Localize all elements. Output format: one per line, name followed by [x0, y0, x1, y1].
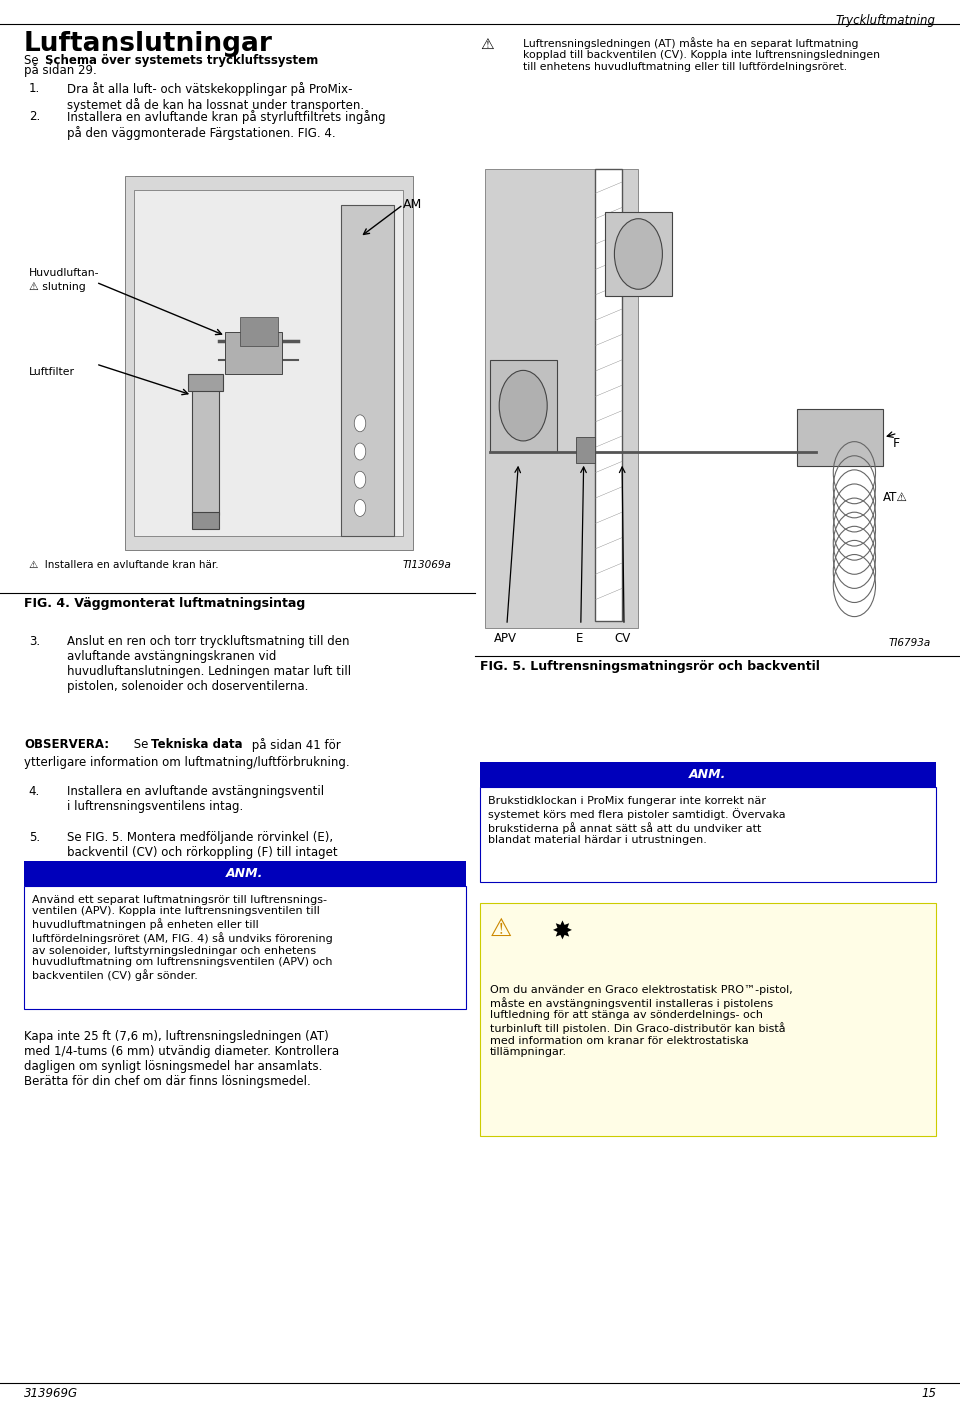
Text: Luftanslutningar: Luftanslutningar — [24, 31, 273, 56]
Bar — [134, 190, 403, 536]
Text: Tekniska data: Tekniska data — [151, 738, 242, 751]
Bar — [24, 151, 470, 586]
Text: ⚠: ⚠ — [480, 37, 493, 52]
Text: ANM.: ANM. — [689, 768, 727, 782]
Text: TI13069a: TI13069a — [402, 560, 451, 570]
Text: CV: CV — [614, 632, 631, 645]
Text: ⚠: ⚠ — [490, 917, 512, 941]
Text: Installera en avluftande kran på styrluftfiltrets ingång
på den väggmonterade Fä: Installera en avluftande kran på styrluf… — [67, 110, 386, 140]
Text: 313969G: 313969G — [24, 1387, 78, 1400]
Text: Se FIG. 5. Montera medföljande rörvinkel (E),
backventil (CV) och rörkoppling (F: Se FIG. 5. Montera medföljande rörvinkel… — [67, 831, 390, 937]
Bar — [490, 360, 557, 452]
Text: APV: APV — [494, 632, 517, 645]
Bar — [192, 388, 219, 515]
Text: Installera en avluftande avstängningsventil
i luftrensningsventilens intag.: Installera en avluftande avstängningsven… — [67, 785, 324, 813]
Bar — [480, 903, 936, 1136]
Text: Brukstidklockan i ProMix fungerar inte korrekt när
systemet körs med flera pisto: Brukstidklockan i ProMix fungerar inte k… — [488, 796, 785, 845]
Bar — [605, 212, 672, 296]
Circle shape — [499, 370, 547, 440]
Bar — [24, 886, 466, 1009]
Text: 3.: 3. — [29, 635, 40, 648]
Bar — [576, 437, 595, 463]
Text: Luftrensningsledningen (AT) måste ha en separat luftmatning
kopplad till backven: Luftrensningsledningen (AT) måste ha en … — [523, 37, 880, 72]
Text: Schema över systemets tryckluftssystem: Schema över systemets tryckluftssystem — [45, 54, 319, 66]
Text: ytterligare information om luftmatning/luftförbrukning.: ytterligare information om luftmatning/l… — [24, 756, 349, 769]
Bar — [595, 169, 622, 621]
Text: på sidan 29.: på sidan 29. — [24, 63, 97, 78]
Text: Huvudluftan-: Huvudluftan- — [29, 268, 99, 278]
Text: F: F — [893, 437, 900, 450]
Text: Använd ett separat luftmatningsrör till luftrensnings-
ventilen (APV). Koppla in: Använd ett separat luftmatningsrör till … — [32, 895, 332, 981]
Circle shape — [354, 471, 366, 488]
Text: Tryckluftmatning: Tryckluftmatning — [836, 14, 936, 27]
Text: ANM.: ANM. — [227, 866, 263, 880]
Text: 4.: 4. — [29, 785, 40, 797]
Circle shape — [354, 499, 366, 516]
Text: 2.: 2. — [29, 110, 40, 123]
Text: Kapa inte 25 ft (7,6 m), luftrensningsledningen (AT)
med 1/4-tums (6 mm) utvändi: Kapa inte 25 ft (7,6 m), luftrensningsle… — [24, 1030, 339, 1088]
Circle shape — [354, 415, 366, 432]
Text: ⚠ slutning: ⚠ slutning — [29, 282, 85, 292]
Bar — [188, 374, 223, 391]
Text: E: E — [576, 632, 584, 645]
Text: Dra åt alla luft- och vätskekopplingar på ProMix-
systemet då de kan ha lossnat : Dra åt alla luft- och vätskekopplingar p… — [67, 82, 365, 111]
Bar — [480, 151, 936, 649]
Text: TI6793a: TI6793a — [889, 638, 931, 648]
Text: Luftfilter: Luftfilter — [29, 367, 75, 377]
Bar — [24, 861, 466, 886]
Bar — [480, 787, 936, 882]
Bar — [797, 409, 883, 466]
Bar — [480, 762, 936, 787]
Bar — [485, 169, 638, 628]
Bar — [192, 512, 219, 529]
Text: ✸: ✸ — [552, 920, 573, 944]
Text: FIG. 5. Luftrensningsmatningsrör och backventil: FIG. 5. Luftrensningsmatningsrör och bac… — [480, 660, 820, 673]
Text: Om du använder en Graco elektrostatisk PRO™-pistol,
måste en avstängningsventil : Om du använder en Graco elektrostatisk P… — [490, 985, 792, 1057]
Text: 5.: 5. — [29, 831, 40, 844]
Bar — [225, 332, 282, 374]
Text: Se: Se — [130, 738, 152, 751]
Text: AM: AM — [403, 198, 422, 210]
Bar — [240, 317, 278, 346]
Text: FIG. 4. Väggmonterat luftmatningsintag: FIG. 4. Väggmonterat luftmatningsintag — [24, 597, 305, 610]
Text: Se: Se — [24, 54, 42, 66]
Bar — [125, 176, 413, 550]
Text: på sidan 41 för: på sidan 41 för — [248, 738, 341, 752]
Circle shape — [354, 443, 366, 460]
Bar — [341, 205, 394, 536]
Text: OBSERVERA:: OBSERVERA: — [24, 738, 109, 751]
Text: 1.: 1. — [29, 82, 40, 95]
Circle shape — [614, 219, 662, 289]
Text: AT⚠: AT⚠ — [883, 491, 908, 504]
Text: Anslut en ren och torr tryckluftsmatning till den
avluftande avstängningskranen : Anslut en ren och torr tryckluftsmatning… — [67, 635, 351, 693]
Text: ⚠  Installera en avluftande kran här.: ⚠ Installera en avluftande kran här. — [29, 560, 219, 570]
Text: 15: 15 — [921, 1387, 936, 1400]
